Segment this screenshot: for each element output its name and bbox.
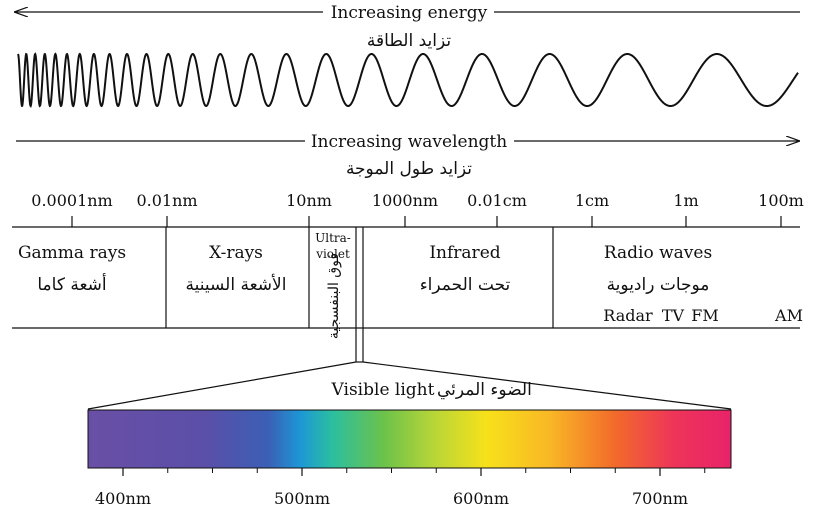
xray-label: X-rays xyxy=(209,243,263,263)
scale-tick-label: 1000nm xyxy=(372,191,438,210)
wavelength-label: Increasing wavelength xyxy=(311,132,507,152)
radio-label: Radio waves xyxy=(604,243,712,263)
radio-label-ar: موجات راديوية xyxy=(607,275,710,295)
scale-tick-label: 100m xyxy=(758,191,804,210)
spectrum-tick-label: 600nm xyxy=(453,489,509,508)
band-dividers xyxy=(165,227,554,328)
uv-label-ar: فوق البنفسجية xyxy=(326,253,342,339)
energy-label: Increasing energy xyxy=(331,3,488,23)
scale-tick-label: 0.0001nm xyxy=(31,191,112,210)
infrared-label: Infrared xyxy=(429,243,500,263)
scale-tick-label: 0.01cm xyxy=(467,191,527,210)
gamma-label: Gamma rays xyxy=(18,243,126,263)
wavelength-label-ar: تزايد طول الموجة xyxy=(346,159,472,179)
spectrum-tick-label: 500nm xyxy=(274,489,330,508)
spectrum-minor-ticks xyxy=(167,468,706,473)
visible-label: Visible light xyxy=(331,380,435,400)
gamma-label-ar: أشعة كاما xyxy=(37,273,106,295)
scale-tick-label: 10nm xyxy=(286,191,332,210)
visible-spectrum-bar xyxy=(87,409,732,469)
am-label: AM xyxy=(774,306,803,325)
fm-label: FM xyxy=(691,306,718,325)
uv-label-line1: Ultra- xyxy=(315,231,351,245)
xray-label-ar: الأشعة السينية xyxy=(186,274,287,295)
spectrum-tick-label: 400nm xyxy=(95,489,151,508)
uv-label-line2: violet xyxy=(315,247,350,261)
visible-connector xyxy=(87,328,732,410)
spectrum-tick-label: 700nm xyxy=(632,489,688,508)
infrared-label-ar: تحت الحمراء xyxy=(420,275,511,295)
scale-tick-label: 0.01nm xyxy=(136,191,197,210)
scale-ticks xyxy=(71,216,782,227)
energy-label-ar: تزايد الطاقة xyxy=(367,31,451,51)
tv-label: TV xyxy=(662,306,685,325)
wave-curve xyxy=(17,52,799,109)
scale-tick-label: 1m xyxy=(673,191,698,210)
visible-label-ar: الضوء المرئي xyxy=(437,380,532,400)
radar-label: Radar xyxy=(603,306,653,325)
scale-tick-label: 1cm xyxy=(575,191,609,210)
spectrum-ticks xyxy=(122,468,661,476)
